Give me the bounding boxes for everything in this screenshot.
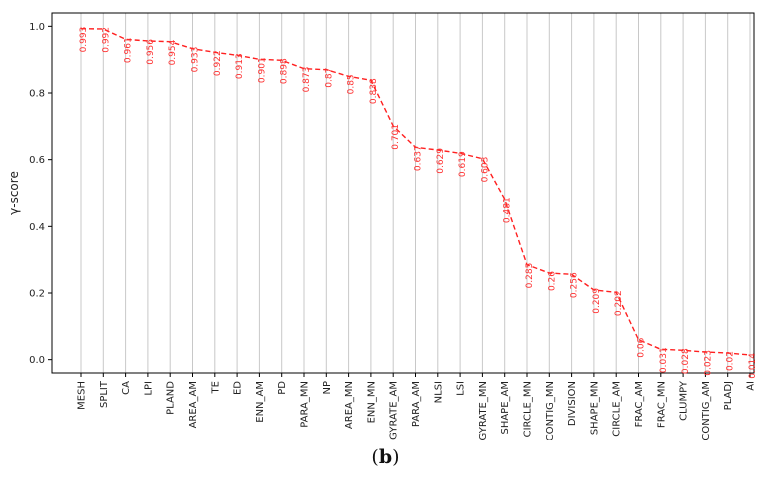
- x-tick-label: LPI: [143, 381, 154, 396]
- data-label: 0.603: [480, 157, 490, 183]
- data-label: 0.256: [570, 272, 580, 298]
- chart: 0.0 0.2 0.4 0.6 0.8 1.0 MESH SPLIT CA LPI PLAND AR…: [7, 12, 758, 440]
- data-label: 0.838: [369, 78, 379, 104]
- y-tick-label: 0.8: [29, 89, 45, 100]
- caption-letter: b: [378, 446, 393, 468]
- figure-caption: (b): [0, 446, 771, 468]
- data-label: 0.85: [347, 74, 357, 94]
- data-label: 0.031: [659, 347, 669, 373]
- data-label: 0.901: [257, 57, 267, 83]
- x-tick-label: AREA_MN: [344, 381, 355, 429]
- y-tick-label: 0.4: [29, 222, 45, 233]
- vertical-grid: [80, 13, 751, 373]
- x-tick-label: NP: [322, 381, 333, 395]
- y-axis: 0.0 0.2 0.4 0.6 0.8 1.0: [29, 22, 52, 366]
- x-tick-label: PARA_MN: [300, 381, 311, 428]
- data-label: 0.202: [614, 290, 624, 316]
- x-tick-label: AREA_AM: [188, 381, 199, 428]
- x-tick-label: PARA_AM: [411, 381, 422, 427]
- x-tick-label: CIRCLE_AM: [612, 381, 623, 437]
- data-label: 0.913: [235, 53, 245, 79]
- data-label: 0.629: [436, 148, 446, 174]
- x-tick-label: CIRCLE_MN: [523, 381, 534, 437]
- y-tick-label: 0.0: [29, 355, 45, 366]
- x-tick-label: AI: [746, 381, 757, 391]
- data-label: 0.285: [525, 263, 535, 289]
- plot-frame: [51, 12, 755, 374]
- x-tick-label: FRAC_AM: [634, 381, 645, 427]
- x-tick-label: CLUMPY: [679, 380, 690, 421]
- series-line: [80, 28, 751, 356]
- data-label: 0.209: [592, 288, 602, 314]
- x-axis: MESH SPLIT CA LPI PLAND AREA_AM TE ED ENN_AM PD PA…: [77, 373, 757, 440]
- x-tick-label: PLADJ: [723, 381, 734, 410]
- x-tick-label: NLSI: [433, 381, 444, 403]
- data-label: 0.933: [191, 47, 201, 73]
- data-label: 0.26: [547, 271, 557, 291]
- data-label: 0.922: [213, 50, 223, 76]
- data-label: 0.898: [280, 58, 290, 84]
- x-tick-label: CA: [121, 381, 132, 395]
- x-tick-label: SHAPE_AM: [500, 381, 511, 435]
- data-label: 0.637: [414, 145, 424, 171]
- x-tick-label: PLAND: [166, 381, 177, 415]
- x-tick-label: LSI: [456, 381, 467, 396]
- data-label: 0.87: [324, 68, 334, 88]
- data-label: 0.956: [146, 39, 156, 65]
- data-label: 0.014: [748, 353, 758, 379]
- x-tick-label: SPLIT: [99, 380, 110, 408]
- data-label: 0.954: [168, 39, 178, 65]
- caption-open: (: [371, 446, 379, 468]
- data-labels: 0.993 0.992 0.961 0.956 0.954 0.933 0.922 0.913…: [79, 27, 758, 379]
- x-tick-label: GYRATE_AM: [389, 381, 400, 440]
- y-tick-label: 0.6: [29, 155, 45, 166]
- x-tick-label: ENN_AM: [255, 381, 266, 423]
- caption-close: ): [392, 446, 400, 468]
- x-tick-label: FRAC_MN: [656, 381, 667, 428]
- data-label: 0.873: [302, 67, 312, 93]
- data-label: 0.701: [391, 124, 401, 150]
- data-label: 0.028: [681, 348, 691, 374]
- data-label: 0.06: [637, 337, 647, 357]
- x-tick-label: DIVISION: [567, 381, 578, 426]
- data-label: 0.961: [124, 37, 134, 63]
- x-tick-label: SHAPE_MN: [589, 381, 600, 435]
- data-label: 0.481: [503, 197, 513, 223]
- x-tick-label: MESH: [77, 381, 88, 410]
- data-label: 0.619: [458, 151, 468, 177]
- x-tick-label: TE: [210, 381, 221, 394]
- data-label: 0.993: [79, 27, 89, 53]
- x-tick-label: PD: [277, 381, 288, 395]
- data-label: 0.02: [726, 351, 736, 371]
- x-tick-label: CONTIG_MN: [545, 381, 556, 440]
- data-label: 0.023: [703, 350, 713, 376]
- y-axis-label: γ-score: [7, 171, 21, 215]
- x-tick-label: ED: [233, 381, 244, 395]
- x-tick-label: GYRATE_MN: [478, 381, 489, 440]
- y-tick-label: 0.2: [29, 289, 45, 300]
- data-label: 0.992: [101, 27, 111, 53]
- x-tick-label: CONTIG_AM: [701, 381, 712, 440]
- y-tick-label: 1.0: [29, 22, 45, 33]
- x-tick-label: ENN_MN: [366, 381, 377, 423]
